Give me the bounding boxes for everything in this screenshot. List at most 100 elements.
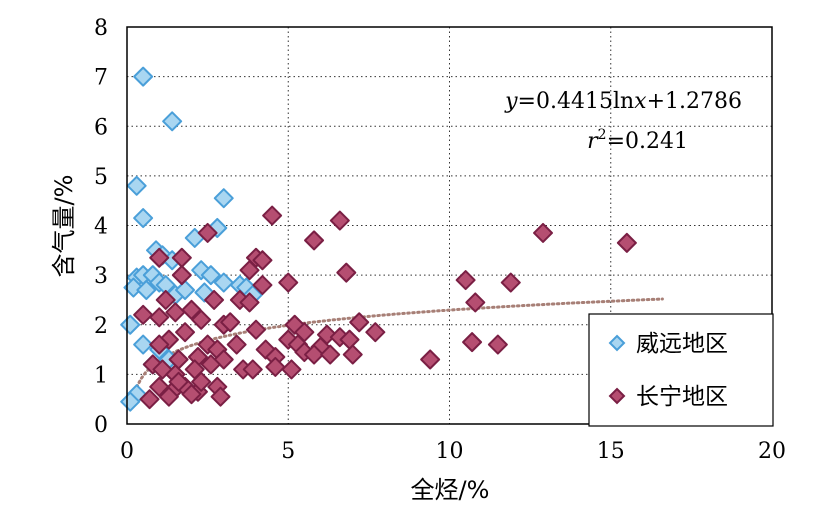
- data-point: [191, 260, 212, 281]
- equation-x-variable: x: [634, 89, 647, 114]
- data-point: [255, 339, 276, 360]
- data-point: [220, 312, 241, 333]
- r-superscript: 2: [598, 127, 607, 143]
- data-point: [265, 356, 286, 377]
- y-tick-label: 3: [94, 264, 108, 289]
- legend: 威远地区 长宁地区: [588, 313, 774, 427]
- data-point: [191, 309, 212, 330]
- data-point: [120, 391, 141, 412]
- data-point: [455, 270, 476, 291]
- data-point: [487, 334, 508, 355]
- data-point: [500, 272, 521, 293]
- data-point: [162, 111, 183, 132]
- data-point: [181, 299, 202, 320]
- data-point: [213, 272, 234, 293]
- legend-marker-changning: [608, 387, 626, 405]
- data-point: [336, 262, 357, 283]
- data-point: [171, 265, 192, 286]
- y-tick-label: 7: [94, 66, 108, 91]
- data-points-layer: [120, 66, 637, 412]
- data-point: [252, 275, 273, 296]
- data-point: [139, 389, 160, 410]
- data-point: [420, 349, 441, 370]
- data-point: [133, 208, 154, 229]
- data-point: [320, 344, 341, 365]
- series-changning: [133, 205, 637, 410]
- data-point: [365, 322, 386, 343]
- data-point: [165, 302, 186, 323]
- y-tick-label: 6: [94, 115, 108, 140]
- data-point: [239, 292, 260, 313]
- x-tick-label: 20: [758, 439, 786, 464]
- trendline-layer: [135, 297, 664, 389]
- legend-label-changning: 长宁地区: [636, 384, 728, 410]
- data-point: [194, 282, 215, 303]
- data-point: [200, 354, 221, 375]
- data-point: [281, 359, 302, 380]
- y-tick-label: 8: [94, 16, 108, 41]
- trendline: [135, 297, 664, 389]
- legend-item-changning: 长宁地区: [608, 384, 728, 410]
- legend-marker-weiyuan: [608, 334, 626, 352]
- data-point: [149, 307, 170, 328]
- data-point: [149, 334, 170, 355]
- data-point: [175, 280, 196, 301]
- data-point: [175, 322, 196, 343]
- data-point: [133, 66, 154, 87]
- r-squared: r2=0.241: [587, 127, 688, 154]
- data-point: [342, 344, 363, 365]
- data-point: [200, 265, 221, 286]
- data-point: [252, 250, 273, 271]
- legend-label-weiyuan: 威远地区: [636, 331, 728, 357]
- data-point: [304, 344, 325, 365]
- data-point: [149, 247, 170, 268]
- data-point: [616, 232, 637, 253]
- x-tick-label: 5: [281, 439, 295, 464]
- data-point: [304, 230, 325, 251]
- data-point: [210, 386, 231, 407]
- data-point: [152, 359, 173, 380]
- data-point: [158, 329, 179, 350]
- data-point: [349, 312, 370, 333]
- data-point: [262, 205, 283, 226]
- r-squared-value: =0.241: [607, 129, 688, 154]
- data-point: [133, 334, 154, 355]
- tick-labels: 0 5 10 15 20 0 1 2 3 4 5 6 7 8: [94, 16, 786, 464]
- data-point: [155, 289, 176, 310]
- data-point: [329, 210, 350, 231]
- data-point: [197, 222, 218, 243]
- plot-frame: [126, 26, 773, 425]
- data-point: [126, 175, 147, 196]
- data-point: [533, 222, 554, 243]
- equation-y-variable: y: [504, 89, 518, 114]
- equation-coefficient: =0.4415ln: [518, 89, 635, 114]
- data-point: [133, 304, 154, 325]
- y-tick-label: 0: [94, 413, 108, 438]
- y-tick-label: 4: [94, 215, 108, 240]
- data-point: [213, 188, 234, 209]
- data-point: [204, 289, 225, 310]
- x-tick-label: 0: [120, 439, 134, 464]
- data-point: [239, 260, 260, 281]
- data-point: [465, 292, 486, 313]
- data-point: [191, 371, 212, 392]
- data-point: [168, 371, 189, 392]
- legend-item-weiyuan: 威远地区: [608, 331, 728, 357]
- x-axis-label: 全烃/%: [411, 476, 490, 504]
- regression-equation: y=0.4415lnx+1.2786: [504, 89, 742, 114]
- y-axis-label: 含气量/%: [50, 175, 78, 278]
- y-tick-label: 1: [94, 363, 108, 388]
- data-point: [462, 332, 483, 353]
- data-point: [278, 329, 299, 350]
- data-point: [278, 272, 299, 293]
- data-point: [226, 334, 247, 355]
- y-tick-label: 5: [94, 165, 108, 190]
- legend-box: [588, 313, 774, 427]
- data-point: [120, 314, 141, 335]
- grid-lines: [127, 27, 772, 424]
- equation-intercept: +1.2786: [647, 89, 742, 114]
- r-symbol: r: [587, 129, 599, 154]
- data-point: [158, 386, 179, 407]
- x-tick-label: 10: [436, 439, 464, 464]
